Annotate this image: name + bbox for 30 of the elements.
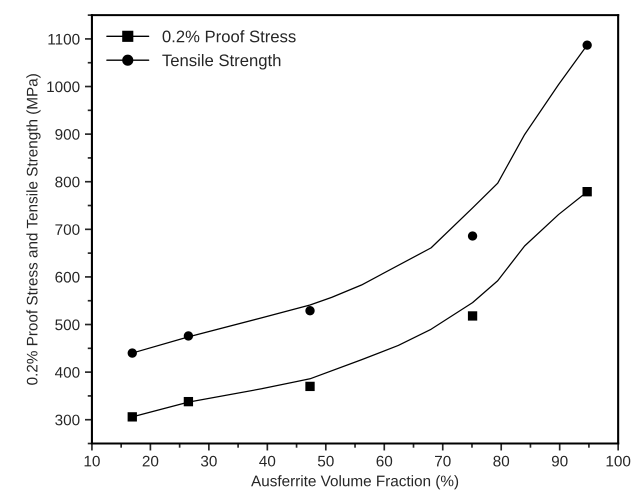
x-tick-label: 70	[435, 456, 451, 467]
point	[305, 382, 315, 392]
legend-label: Tensile Strength	[162, 54, 280, 70]
y-tick-label: 1100	[48, 34, 80, 45]
y-tick-label: 400	[54, 366, 80, 378]
point	[184, 396, 194, 406]
point	[582, 187, 592, 196]
x-tick-label: 10	[84, 456, 100, 467]
point	[468, 231, 478, 241]
y-axis-title: 0.2% Proof Stress and Tensile Strength (MPa)	[26, 74, 41, 385]
y-tick-label: 800	[55, 176, 80, 188]
y-tick-label: 500	[55, 319, 80, 330]
y-tick-label: 700	[55, 224, 80, 236]
x-tick-label: 40	[259, 456, 276, 467]
x-tick-label: 90	[552, 456, 568, 467]
y-tick-label: 600	[55, 272, 80, 283]
y-tick-label: 300	[55, 414, 80, 426]
x-tick-label: 20	[142, 456, 158, 467]
point	[128, 412, 137, 422]
x-axis-title: Ausferrite Volume Fraction (%)	[251, 475, 458, 490]
point	[305, 306, 315, 316]
point	[468, 311, 478, 321]
y-tick-label: 900	[55, 128, 80, 140]
x-tick-label: 60	[376, 456, 392, 467]
x-tick-label: 80	[493, 456, 510, 467]
y-tick-label: 1000	[47, 81, 80, 92]
x-tick-label: 50	[318, 456, 334, 467]
x-tick-label: 100	[606, 456, 630, 467]
x-tick-label: 30	[200, 456, 217, 467]
legend-label: 0.2% Proof Stress	[162, 30, 296, 42]
